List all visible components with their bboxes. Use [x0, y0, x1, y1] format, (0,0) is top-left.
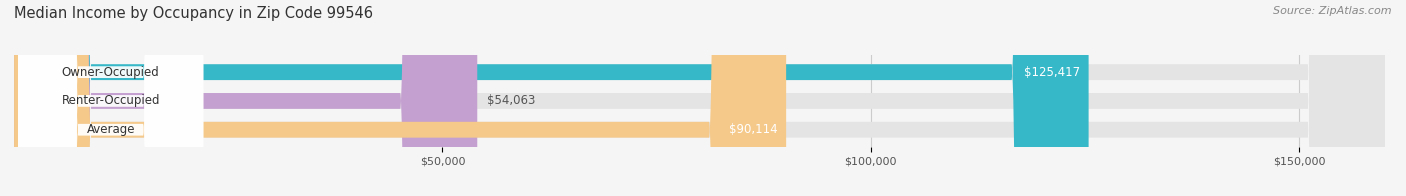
FancyBboxPatch shape — [18, 0, 204, 196]
Text: Average: Average — [86, 123, 135, 136]
FancyBboxPatch shape — [14, 0, 1385, 196]
Text: Renter-Occupied: Renter-Occupied — [62, 94, 160, 107]
Text: $90,114: $90,114 — [730, 123, 778, 136]
FancyBboxPatch shape — [14, 0, 1385, 196]
Text: Median Income by Occupancy in Zip Code 99546: Median Income by Occupancy in Zip Code 9… — [14, 6, 373, 21]
Text: $54,063: $54,063 — [486, 94, 536, 107]
FancyBboxPatch shape — [18, 0, 204, 196]
Text: Source: ZipAtlas.com: Source: ZipAtlas.com — [1274, 6, 1392, 16]
FancyBboxPatch shape — [14, 0, 1385, 196]
Text: Owner-Occupied: Owner-Occupied — [62, 66, 159, 79]
Text: $125,417: $125,417 — [1024, 66, 1080, 79]
FancyBboxPatch shape — [14, 0, 477, 196]
FancyBboxPatch shape — [14, 0, 786, 196]
FancyBboxPatch shape — [18, 0, 204, 196]
FancyBboxPatch shape — [14, 0, 1088, 196]
